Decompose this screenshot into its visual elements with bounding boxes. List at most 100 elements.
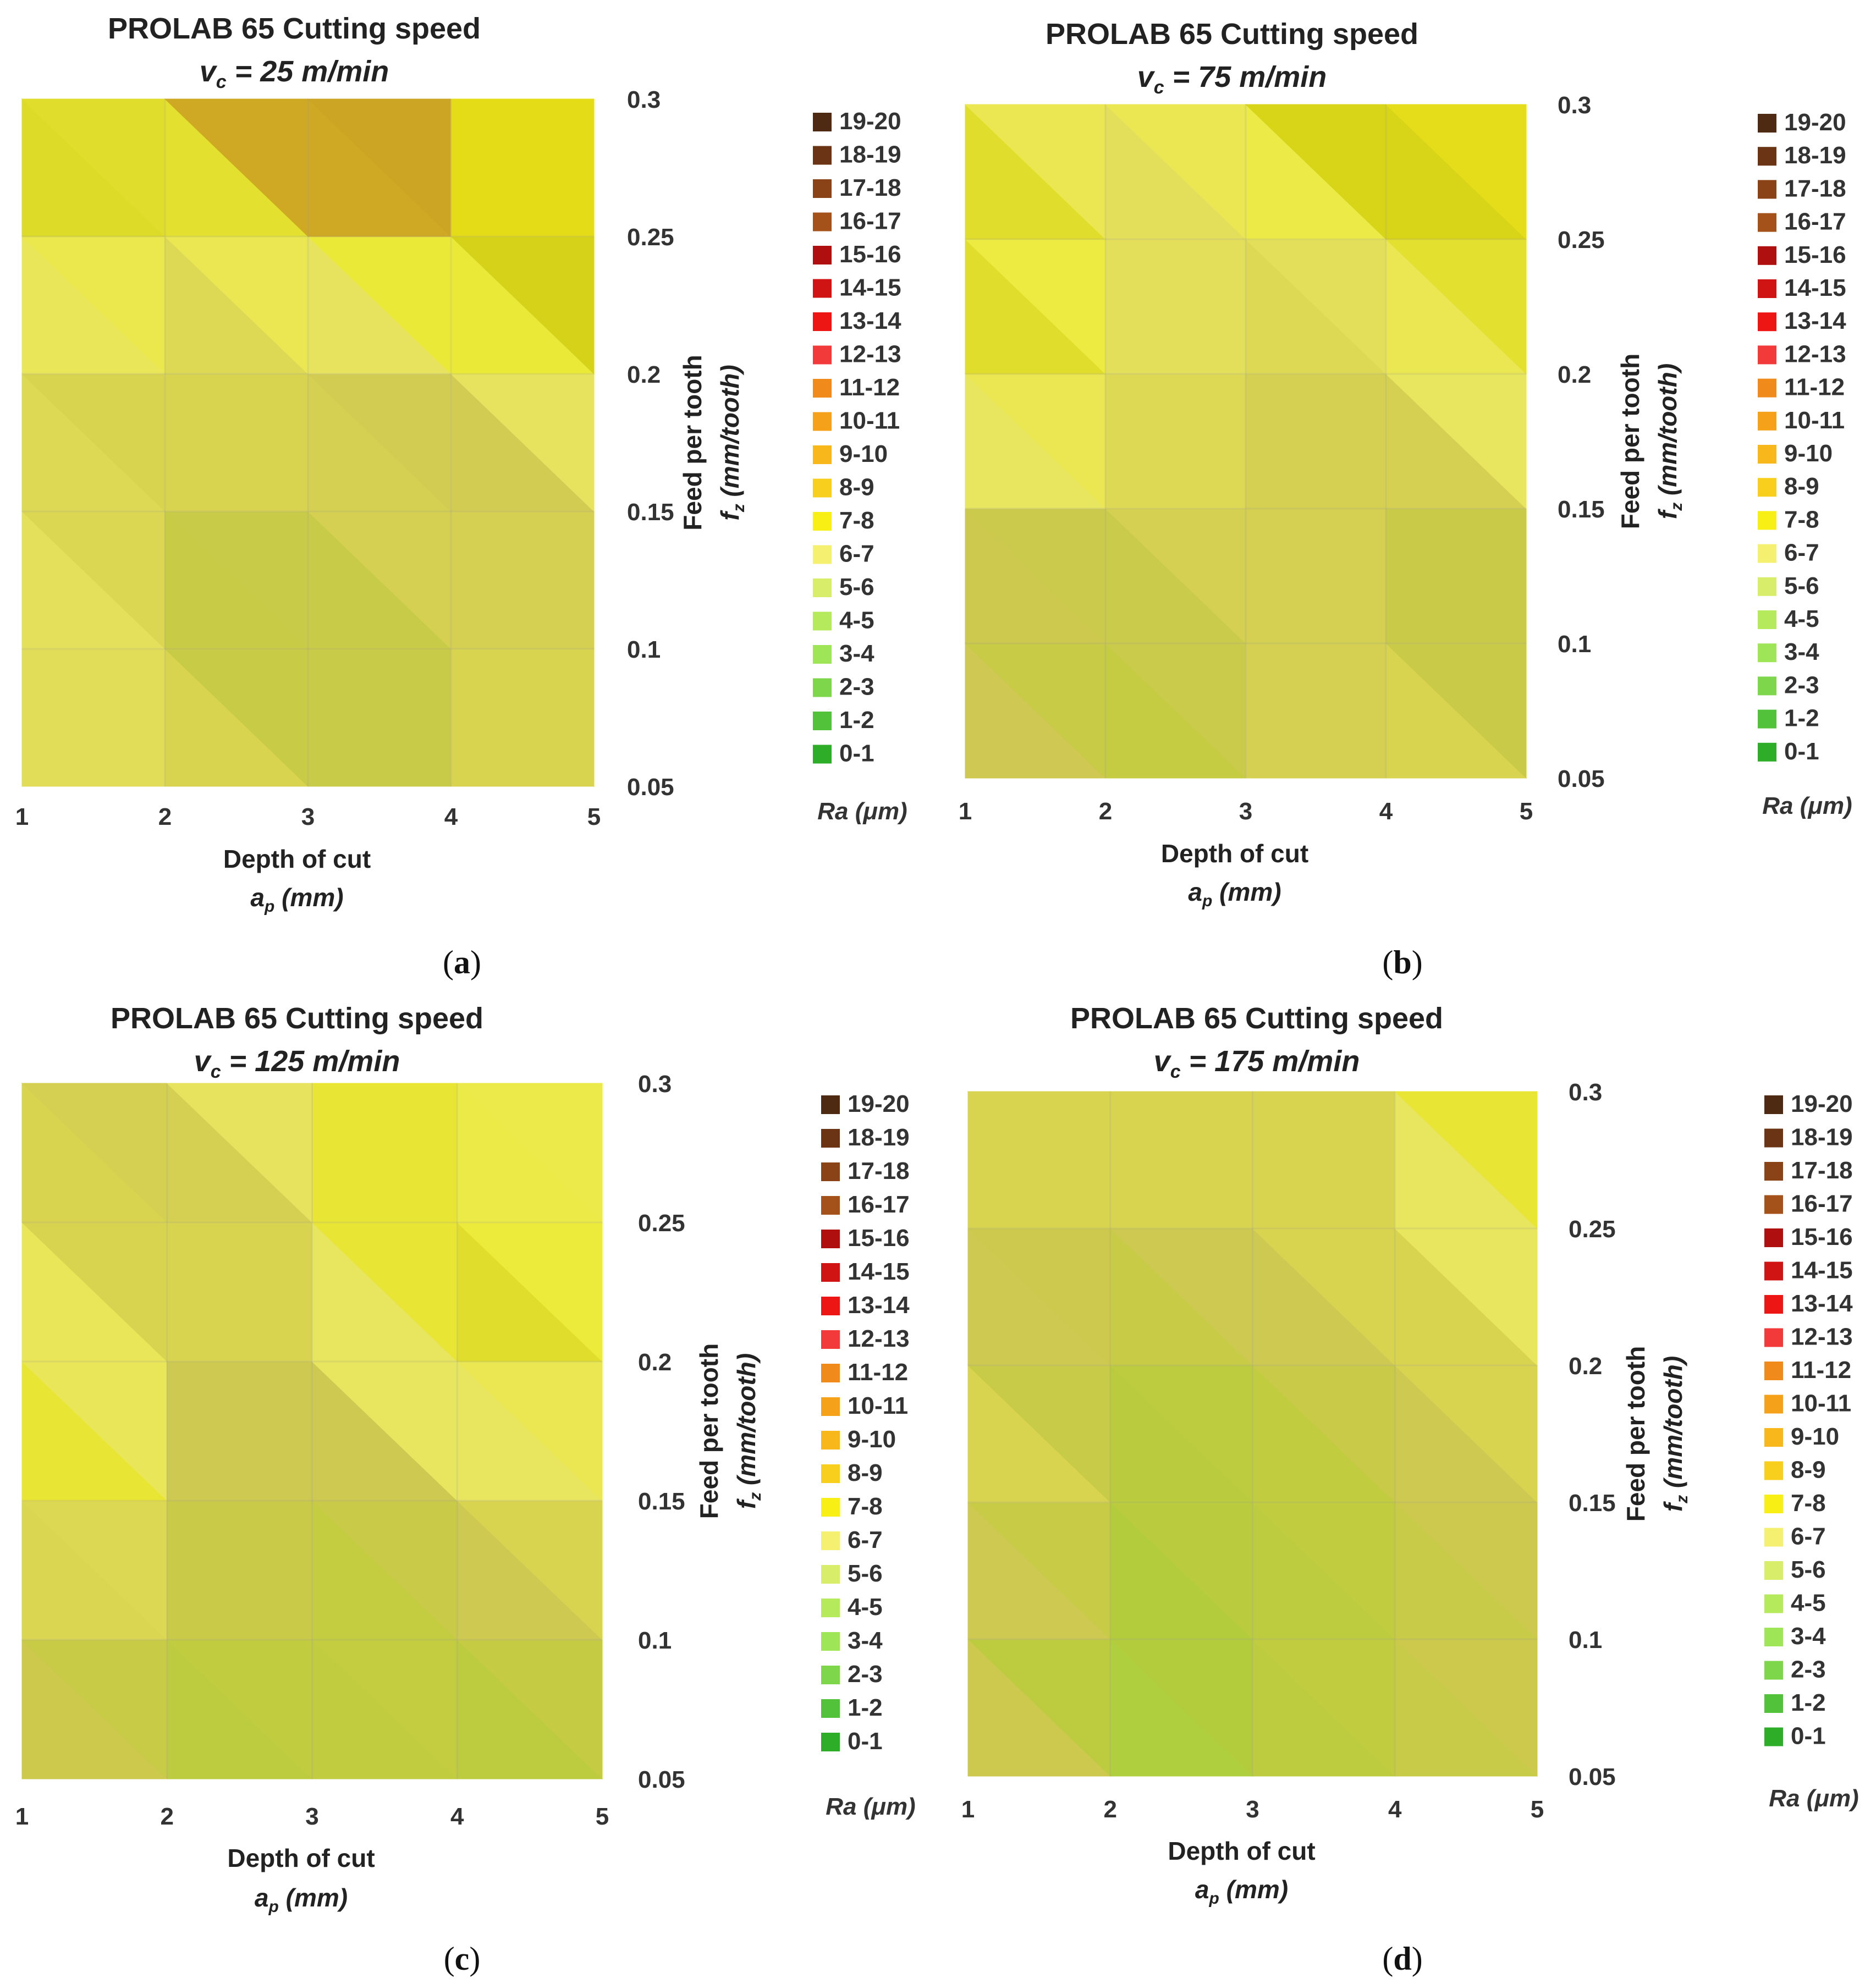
panel-label: (a) — [443, 944, 481, 980]
chart-panel-a: PROLAB 65 Cutting speed vc = 25 m/min 1 2 3 4… — [15, 12, 907, 980]
legend-entry-label: 6-7 — [1791, 1523, 1826, 1550]
legend-entry-label: 0-1 — [1791, 1723, 1826, 1750]
legend-entry-label: 9-10 — [839, 440, 888, 467]
legend-swatch — [1764, 1228, 1783, 1247]
y-tick-label: 0.25 — [638, 1210, 685, 1237]
legend-swatch — [1764, 1495, 1783, 1513]
x-tick-label: 2 — [1099, 798, 1112, 825]
y-tick-label: 0.15 — [1569, 1490, 1616, 1517]
y-tick-label: 0.1 — [627, 636, 661, 663]
legend-entry-label: 4-5 — [1784, 605, 1819, 632]
legend-entry-label: 15-16 — [1784, 241, 1846, 268]
legend-swatch — [1758, 709, 1776, 729]
y-tick-label: 0.3 — [627, 86, 661, 113]
legend-entry-label: 19-20 — [839, 108, 901, 135]
legend-entry-label: 5-6 — [1791, 1556, 1826, 1583]
y-axis-label-group: Feed per tooth fz (mm/tooth) — [678, 355, 748, 530]
legend-entry-label: 9-10 — [848, 1426, 896, 1453]
legend-swatch — [821, 1330, 840, 1349]
legend-entry-label: 18-19 — [839, 141, 901, 168]
legend-swatch — [1764, 1328, 1783, 1347]
x-tick-label: 5 — [1531, 1796, 1544, 1823]
legend-entry-label: 13-14 — [1791, 1290, 1853, 1317]
contour-cell — [1394, 1091, 1538, 1230]
legend-swatch — [813, 611, 832, 631]
y-tick-label: 0.3 — [638, 1071, 672, 1098]
legend-swatch — [813, 345, 832, 365]
legend: 19-20 18-19 17-18 16-17 15-16 14-15 13-14 12-13… — [1758, 109, 1852, 819]
x-axis-unit-label: ap (mm) — [1195, 1875, 1288, 1908]
y-tick-label: 0.05 — [638, 1766, 685, 1793]
y-axis-unit-label: fz (mm/tooth) — [732, 1353, 764, 1509]
y-axis-label-group: Feed per tooth fz (mm/tooth) — [1621, 1346, 1691, 1522]
legend-entry-label: 19-20 — [848, 1090, 910, 1117]
chart-title: PROLAB 65 Cutting speed — [1070, 1002, 1443, 1035]
legend-entry-label: 6-7 — [1784, 539, 1819, 566]
chart-subtitle: vc = 75 m/min — [1137, 60, 1327, 98]
legend-swatch — [1758, 213, 1776, 232]
legend-entry-label: 0-1 — [1784, 738, 1819, 765]
legend-entry-label: 10-11 — [839, 407, 900, 434]
legend-swatch — [821, 1632, 840, 1651]
legend-entry-label: 12-13 — [848, 1325, 910, 1352]
y-axis-unit-label: fz (mm/tooth) — [1653, 363, 1686, 519]
legend-entry-label: 6-7 — [839, 541, 874, 567]
legend-swatch — [821, 1531, 840, 1550]
legend-swatch — [813, 113, 832, 131]
legend: 19-20 18-19 17-18 16-17 15-16 14-15 13-14 12-13… — [821, 1090, 916, 1820]
legend-entry-label: 10-11 — [1791, 1390, 1851, 1417]
y-tick-label: 0.15 — [1558, 496, 1605, 523]
legend-entry-label: 15-16 — [1791, 1224, 1853, 1250]
legend-entry-label: 5-6 — [1784, 572, 1819, 599]
legend-swatch — [1764, 1362, 1783, 1380]
legend-swatch — [1764, 1295, 1783, 1314]
legend-swatch — [821, 1699, 840, 1718]
y-tick-label: 0.3 — [1569, 1079, 1602, 1106]
chart-subtitle: vc = 125 m/min — [194, 1045, 400, 1082]
legend-swatch — [1758, 511, 1776, 530]
x-tick-label: 4 — [450, 1803, 464, 1830]
y-tick-label: 0.1 — [1569, 1627, 1602, 1654]
legend-entry-label: 19-20 — [1791, 1090, 1853, 1117]
legend-swatch — [821, 1733, 840, 1751]
legend-entry-label: 11-12 — [848, 1359, 908, 1386]
chart-title: PROLAB 65 Cutting speed — [1046, 18, 1418, 51]
legend-entry-label: 14-15 — [848, 1258, 910, 1285]
legend-entry-label: 9-10 — [1784, 440, 1833, 467]
legend-swatch — [1758, 643, 1776, 663]
y-tick-label: 0.2 — [1558, 361, 1591, 388]
legend-swatch — [813, 146, 832, 165]
legend-entry-label: 17-18 — [1784, 175, 1846, 202]
x-tick-label: 3 — [305, 1803, 318, 1830]
legend-swatch — [1758, 378, 1776, 398]
x-tick-label: 5 — [1520, 798, 1533, 825]
chart-panel-d: PROLAB 65 Cutting speed vc = 175 m/min 1 2 3… — [961, 1002, 1859, 1977]
legend-swatch — [813, 578, 832, 597]
y-tick-label: 0.2 — [627, 361, 661, 388]
x-tick-label: 3 — [1246, 1796, 1259, 1823]
legend-swatch — [821, 1431, 840, 1450]
x-tick-label: 4 — [1379, 798, 1393, 825]
legend-entry-label: 11-12 — [839, 374, 900, 401]
legend-swatch — [1758, 180, 1776, 199]
legend-swatch — [821, 1464, 840, 1483]
y-axis-label-group: Feed per tooth fz (mm/tooth) — [695, 1343, 764, 1519]
legend-swatch — [813, 712, 832, 730]
legend-entry-label: 3-4 — [1784, 638, 1819, 665]
x-tick-label: 5 — [596, 1803, 609, 1830]
legend-swatch — [821, 1162, 840, 1181]
legend-swatch — [1764, 1628, 1783, 1646]
legend-entry-label: 0-1 — [839, 740, 874, 767]
contour-cell — [1385, 104, 1527, 240]
legend-title: Ra (μm) — [1762, 792, 1852, 819]
contour-cell — [450, 98, 595, 238]
legend-entry-label: 8-9 — [1784, 473, 1819, 500]
legend-entry-label: 2-3 — [1791, 1656, 1826, 1683]
panel-label: (c) — [444, 1941, 481, 1977]
legend-entry-label: 16-17 — [848, 1191, 910, 1218]
chart-subtitle: vc = 175 m/min — [1154, 1045, 1360, 1082]
legend-entry-label: 18-19 — [1784, 142, 1846, 169]
legend-entry-label: 6-7 — [848, 1526, 883, 1553]
legend-swatch — [1758, 114, 1776, 133]
x-tick-label: 2 — [158, 803, 172, 830]
